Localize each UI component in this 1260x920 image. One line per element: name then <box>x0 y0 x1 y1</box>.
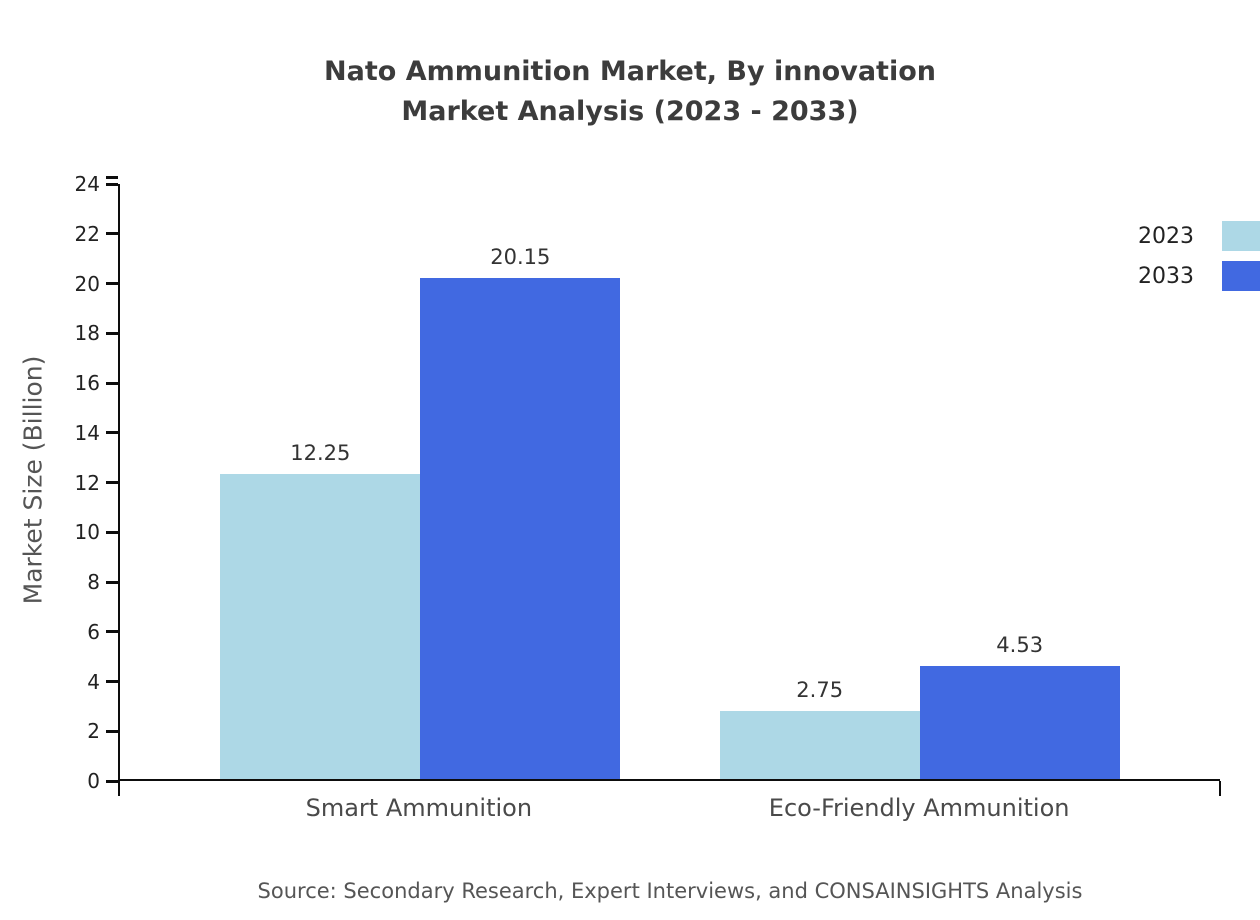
y-tick-mark <box>106 580 118 584</box>
legend: 2023 2033 <box>1138 221 1260 301</box>
x-axis-left-end-tick <box>118 781 120 796</box>
y-axis-labels: 0 2 4 6 8 10 12 14 16 18 20 22 24 <box>0 172 100 793</box>
y-tick-label: 8 <box>87 570 100 594</box>
y-tick-mark <box>106 779 118 783</box>
chart-title: Nato Ammunition Market, By innovation Ma… <box>0 52 1260 132</box>
y-tick-label: 24 <box>74 172 100 196</box>
y-tick-mark <box>106 680 118 683</box>
bar-group: 12.25 20.15 <box>220 245 621 779</box>
y-tick-mark <box>106 481 118 484</box>
y-tick-mark <box>106 282 118 285</box>
y-tick-label: 18 <box>74 321 100 346</box>
y-tick-label: 6 <box>87 619 100 644</box>
y-tick-label: 2 <box>87 719 100 744</box>
x-axis-category-labels: Smart Ammunition Eco-Friendly Ammunition <box>118 794 1220 830</box>
source-note: Source: Secondary Research, Expert Inter… <box>257 879 1083 903</box>
bar-2023: 2.75 <box>719 678 920 779</box>
y-tick-mark <box>106 182 118 186</box>
y-tick-mark <box>106 530 118 534</box>
bar-value-label: 12.25 <box>290 441 351 466</box>
legend-swatch <box>1222 221 1260 251</box>
y-tick-mark <box>106 431 118 435</box>
y-tick-label: 16 <box>74 371 100 395</box>
y-tick-mark <box>106 630 118 634</box>
x-category-label: Smart Ammunition <box>305 794 533 822</box>
y-tick-label: 14 <box>74 420 100 445</box>
bar-value-label: 20.15 <box>490 244 551 269</box>
y-tick-mark <box>106 331 118 335</box>
y-tick-label: 4 <box>87 669 100 694</box>
legend-swatch <box>1222 261 1260 291</box>
y-tick-label: 22 <box>74 221 100 246</box>
bar-value-label: 4.53 <box>996 633 1044 658</box>
y-tick-label: 10 <box>74 520 100 545</box>
bar-group: 2.75 4.53 <box>719 633 1120 779</box>
x-category-label: Eco-Friendly Ammunition <box>768 794 1070 822</box>
legend-label: 2023 <box>1138 223 1194 249</box>
bar-2033: 20.15 <box>420 245 621 779</box>
legend-item: 2023 <box>1138 221 1260 251</box>
chart-title-line1: Nato Ammunition Market, By innovation <box>324 56 936 87</box>
bar-2033: 4.53 <box>919 633 1120 779</box>
y-tick-mark <box>106 232 118 236</box>
legend-item: 2033 <box>1138 261 1260 291</box>
y-tick-label: 0 <box>87 769 100 793</box>
y-axis-cap-mark <box>106 176 118 179</box>
y-tick-mark <box>106 729 118 733</box>
plot-area: 12.25 20.15 2.75 4.53 <box>106 176 1221 796</box>
y-tick-mark <box>106 381 118 385</box>
bar-value-label: 2.75 <box>796 677 844 702</box>
chart-title-line2: Market Analysis (2023 - 2033) <box>401 96 859 127</box>
legend-label: 2033 <box>1138 263 1194 289</box>
y-tick-label: 20 <box>74 271 100 296</box>
x-axis-right-end-tick <box>1219 781 1221 796</box>
bar-2023: 12.25 <box>220 441 421 779</box>
y-tick-label: 12 <box>74 470 100 495</box>
